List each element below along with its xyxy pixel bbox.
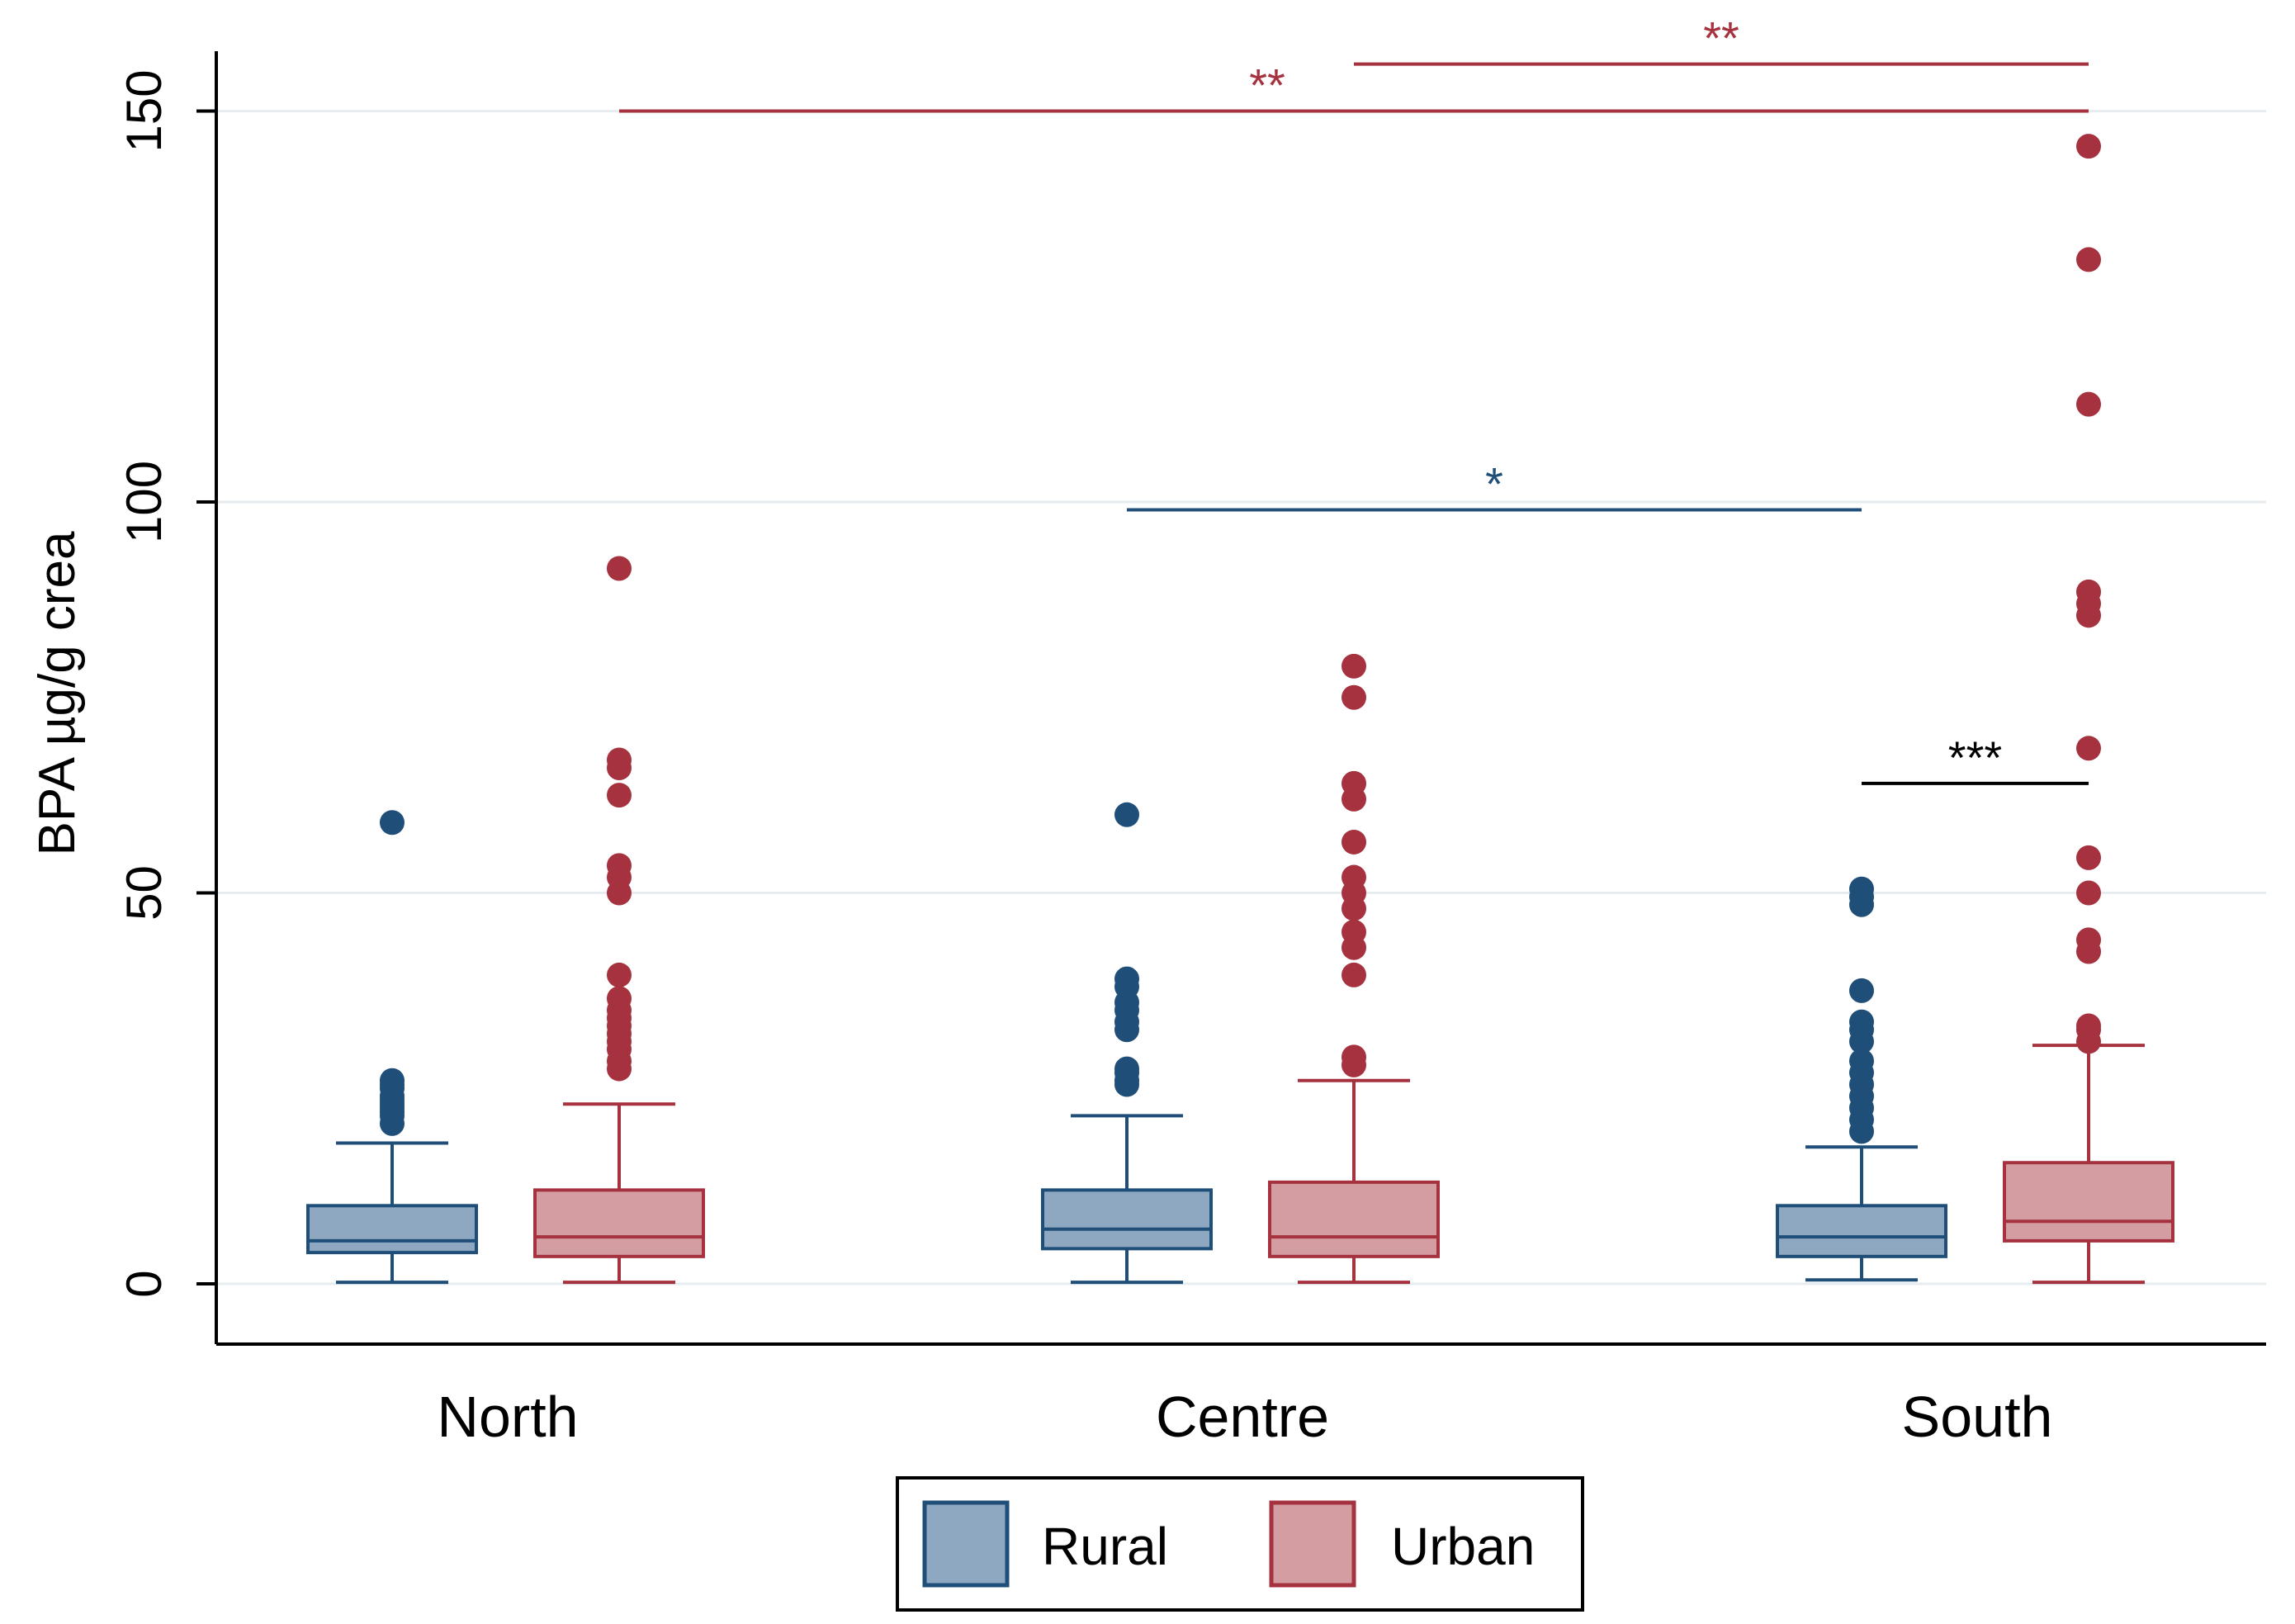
box-iqr <box>306 1204 478 1255</box>
gridlines <box>216 110 2266 1285</box>
significance-label: * <box>1485 457 1503 509</box>
outlier-urban <box>1342 919 1366 945</box>
outlier-urban <box>2076 845 2101 870</box>
y-tick-label: 50 <box>116 865 172 921</box>
y-axis-title: BPA µg/g crea <box>29 531 86 856</box>
outlier-urban <box>607 986 632 1011</box>
legend-label-rural: Rural <box>1042 1517 1168 1576</box>
outlier-urban <box>607 962 632 987</box>
outlier-urban <box>2076 391 2101 417</box>
outlier-urban <box>2076 880 2101 906</box>
box-iqr <box>1776 1204 1947 1258</box>
legend: Rural Urban <box>896 1476 1584 1612</box>
box-rural-south <box>1776 1145 1947 1282</box>
outlier-points <box>380 134 2101 1144</box>
outlier-urban <box>2076 1013 2101 1039</box>
box-iqr <box>533 1188 705 1258</box>
y-tick-label: 0 <box>116 1270 172 1297</box>
outlier-rural <box>1849 978 1874 1003</box>
y-tick-label: 150 <box>116 69 172 152</box>
outlier-urban <box>2076 736 2101 761</box>
significance-label: ** <box>1703 12 1739 64</box>
outlier-urban <box>1342 962 1366 987</box>
outlier-urban <box>2076 247 2101 272</box>
outlier-urban <box>2076 134 2101 159</box>
box-urban-north <box>533 1102 705 1285</box>
legend-box <box>896 1476 1584 1612</box>
outlier-rural <box>1849 1009 1874 1035</box>
outlier-urban <box>1342 770 1366 796</box>
outlier-urban <box>607 556 632 581</box>
x-tick-label: South <box>1902 1385 2053 1449</box>
box-rural-centre <box>1041 1114 1213 1285</box>
outlier-urban <box>607 853 632 878</box>
outlier-urban <box>2076 579 2101 604</box>
outlier-rural <box>1849 1049 1874 1074</box>
outlier-urban <box>1342 684 1366 710</box>
box-urban-centre <box>1268 1078 1440 1285</box>
significance-annotations: ******** <box>619 12 2089 785</box>
legend-swatch-urban <box>1269 1500 1356 1588</box>
outlier-urban <box>607 747 632 773</box>
significance-label: *** <box>1948 732 2002 784</box>
boxes <box>306 1044 2174 1285</box>
outlier-rural <box>1849 876 1874 902</box>
box-iqr <box>1041 1188 1213 1251</box>
significance-label: ** <box>1249 59 1285 111</box>
outlier-urban <box>2076 927 2101 953</box>
x-tick-label: North <box>437 1385 578 1449</box>
box-rural-north <box>306 1141 478 1285</box>
box-iqr <box>2003 1161 2174 1243</box>
outlier-rural <box>380 810 405 836</box>
legend-label-urban: Urban <box>1391 1517 1535 1576</box>
box-urban-south <box>2003 1044 2174 1285</box>
outlier-rural <box>1114 802 1139 827</box>
outlier-urban <box>1342 829 1366 855</box>
y-tick-label: 100 <box>116 461 172 543</box>
y-axis-ticks: 0 50 100 150 <box>116 69 216 1298</box>
outlier-urban <box>1342 653 1366 679</box>
outlier-urban <box>1342 1044 1366 1070</box>
x-axis-labels: North Centre South <box>437 1385 2052 1449</box>
outlier-rural <box>380 1068 405 1093</box>
box-iqr <box>1268 1180 1440 1258</box>
outlier-rural <box>1114 1056 1139 1082</box>
x-tick-label: Centre <box>1156 1385 1329 1449</box>
outlier-rural <box>1114 966 1139 992</box>
outlier-urban <box>607 783 632 808</box>
outlier-urban <box>1342 864 1366 890</box>
legend-swatch-rural <box>922 1500 1010 1588</box>
